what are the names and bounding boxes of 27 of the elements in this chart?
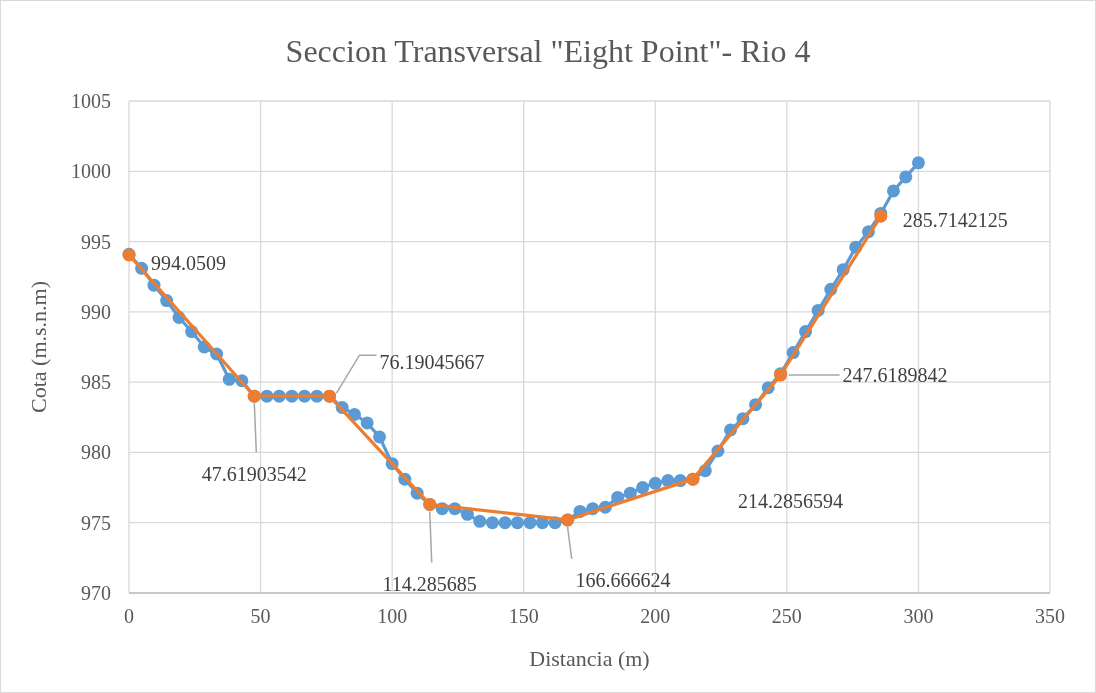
annotation: 285.7142125 — [902, 209, 1008, 232]
annotation: 166.666624 — [575, 568, 671, 591]
x-tick-label: 0 — [124, 605, 134, 627]
annotation: 994.0509 — [151, 251, 226, 274]
x-tick-label: 200 — [640, 605, 671, 627]
annotation: 114.285685 — [382, 573, 477, 596]
x-tick-label: 350 — [1035, 605, 1065, 627]
y-tick-label: 980 — [81, 441, 111, 464]
annotation: 47.61903542 — [201, 463, 307, 486]
annotation: 247.6189842 — [842, 364, 948, 387]
annotation: 214.2856594 — [737, 490, 843, 513]
x-tick-label: 150 — [508, 605, 539, 627]
chart-title: Seccion Transversal "Eight Point"- Rio 4 — [285, 33, 811, 69]
y-axis-title: Cota (m.s.n.m) — [26, 281, 51, 413]
y-tick-label: 1005 — [71, 90, 111, 112]
x-tick-label: 50 — [250, 605, 271, 627]
x-axis-title: Distancia (m) — [529, 646, 650, 671]
x-tick-label: 300 — [903, 605, 934, 627]
y-tick-label: 995 — [81, 230, 111, 253]
y-tick-label: 985 — [81, 371, 111, 394]
x-tick-label: 100 — [377, 605, 408, 627]
y-tick-label: 970 — [81, 582, 111, 604]
x-tick-label: 250 — [771, 605, 802, 627]
y-tick-label: 975 — [81, 511, 111, 534]
y-tick-label: 990 — [81, 300, 111, 323]
y-tick-label: 1000 — [71, 160, 111, 183]
annotation: 76.19045667 — [379, 351, 485, 374]
